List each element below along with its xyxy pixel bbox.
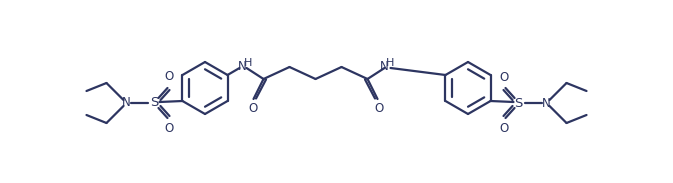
Text: H: H [244, 58, 252, 68]
Text: N: N [380, 59, 389, 72]
Text: O: O [499, 70, 508, 83]
Text: O: O [165, 70, 174, 83]
Text: O: O [248, 102, 257, 115]
Text: N: N [238, 59, 247, 72]
Text: O: O [165, 122, 174, 135]
Text: N: N [122, 96, 131, 109]
Text: S: S [514, 96, 523, 109]
Text: N: N [542, 96, 551, 109]
Text: H: H [386, 58, 394, 68]
Text: S: S [150, 96, 159, 109]
Text: O: O [374, 102, 383, 115]
Text: O: O [499, 122, 508, 135]
